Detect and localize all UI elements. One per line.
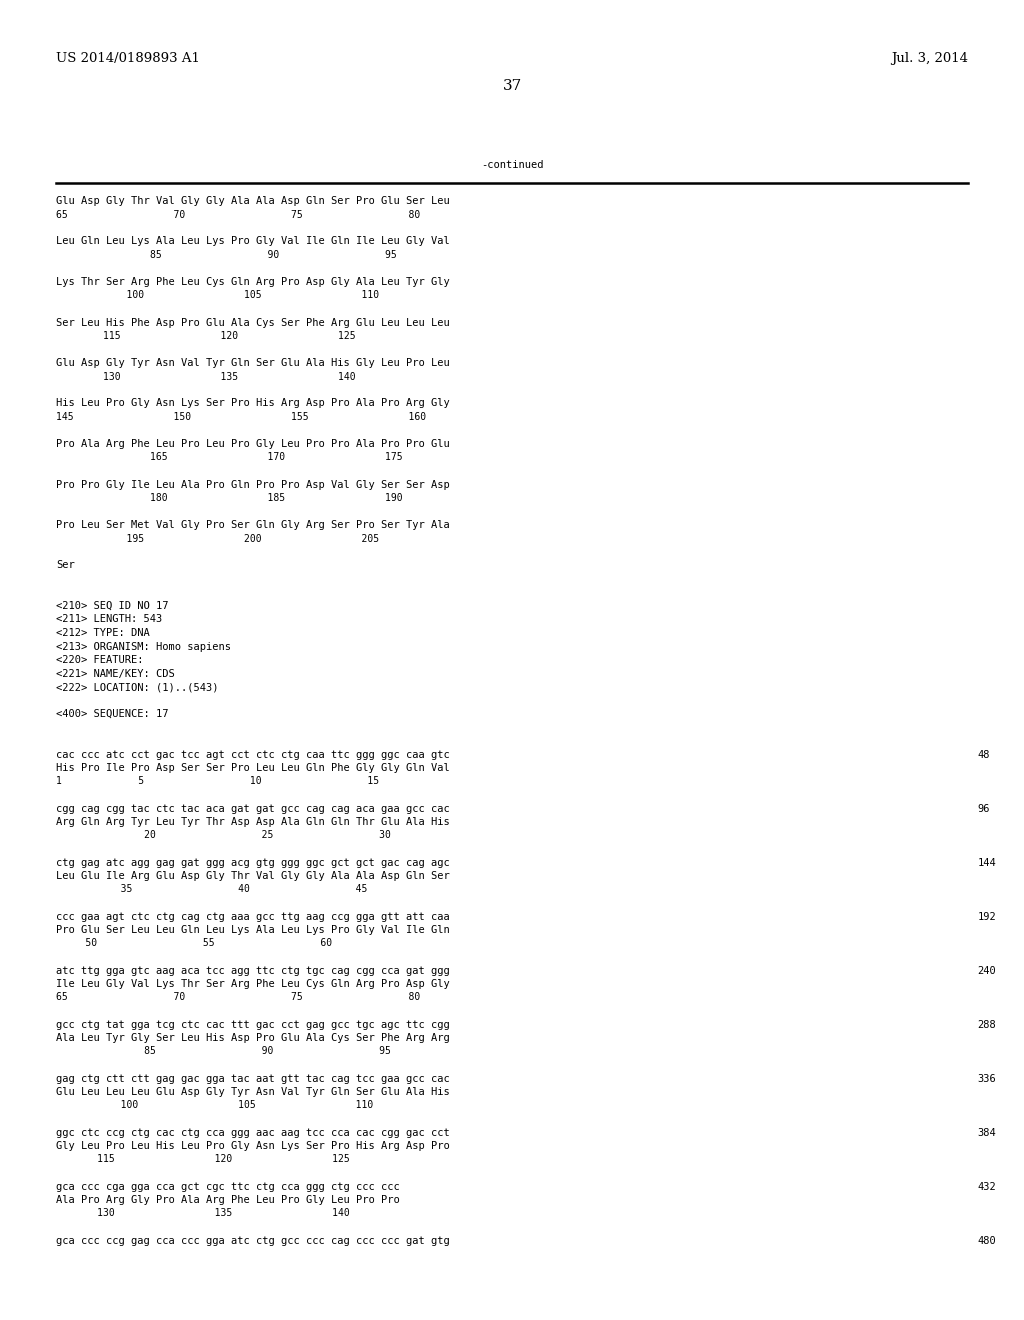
Text: Ala Leu Tyr Gly Ser Leu His Asp Pro Glu Ala Cys Ser Phe Arg Arg: Ala Leu Tyr Gly Ser Leu His Asp Pro Glu …: [56, 1034, 451, 1043]
Text: Lys Thr Ser Arg Phe Leu Cys Gln Arg Pro Asp Gly Ala Leu Tyr Gly: Lys Thr Ser Arg Phe Leu Cys Gln Arg Pro …: [56, 277, 451, 286]
Text: 130                 135                 140: 130 135 140: [56, 1209, 350, 1218]
Text: 288: 288: [978, 1019, 996, 1030]
Text: atc ttg gga gtc aag aca tcc agg ttc ctg tgc cag cgg cca gat ggg: atc ttg gga gtc aag aca tcc agg ttc ctg …: [56, 965, 451, 975]
Text: 195                 200                 205: 195 200 205: [56, 533, 380, 544]
Text: Pro Pro Gly Ile Leu Ala Pro Gln Pro Pro Asp Val Gly Ser Ser Asp: Pro Pro Gly Ile Leu Ala Pro Gln Pro Pro …: [56, 479, 451, 490]
Text: <220> FEATURE:: <220> FEATURE:: [56, 655, 143, 665]
Text: His Pro Ile Pro Asp Ser Ser Pro Leu Leu Gln Phe Gly Gly Gln Val: His Pro Ile Pro Asp Ser Ser Pro Leu Leu …: [56, 763, 451, 774]
Text: 65                  70                  75                  80: 65 70 75 80: [56, 993, 421, 1002]
Text: ctg gag atc agg gag gat ggg acg gtg ggg ggc gct gct gac cag agc: ctg gag atc agg gag gat ggg acg gtg ggg …: [56, 858, 451, 867]
Text: gag ctg ctt ctt gag gac gga tac aat gtt tac cag tcc gaa gcc cac: gag ctg ctt ctt gag gac gga tac aat gtt …: [56, 1073, 451, 1084]
Text: Gly Leu Pro Leu His Leu Pro Gly Asn Lys Ser Pro His Arg Asp Pro: Gly Leu Pro Leu His Leu Pro Gly Asn Lys …: [56, 1140, 451, 1151]
Text: gca ccc ccg gag cca ccc gga atc ctg gcc ccc cag ccc ccc gat gtg: gca ccc ccg gag cca ccc gga atc ctg gcc …: [56, 1236, 451, 1246]
Text: 85                  90                  95: 85 90 95: [56, 249, 397, 260]
Text: 50                  55                  60: 50 55 60: [56, 939, 333, 949]
Text: 1             5                  10                  15: 1 5 10 15: [56, 776, 380, 787]
Text: 336: 336: [978, 1073, 996, 1084]
Text: US 2014/0189893 A1: US 2014/0189893 A1: [56, 51, 201, 65]
Text: Arg Gln Arg Tyr Leu Tyr Thr Asp Asp Ala Gln Gln Thr Glu Ala His: Arg Gln Arg Tyr Leu Tyr Thr Asp Asp Ala …: [56, 817, 451, 828]
Text: Pro Leu Ser Met Val Gly Pro Ser Gln Gly Arg Ser Pro Ser Tyr Ala: Pro Leu Ser Met Val Gly Pro Ser Gln Gly …: [56, 520, 451, 531]
Text: Jul. 3, 2014: Jul. 3, 2014: [891, 51, 968, 65]
Text: <212> TYPE: DNA: <212> TYPE: DNA: [56, 628, 151, 638]
Text: <222> LOCATION: (1)..(543): <222> LOCATION: (1)..(543): [56, 682, 219, 692]
Text: 480: 480: [978, 1236, 996, 1246]
Text: 35                  40                  45: 35 40 45: [56, 884, 368, 895]
Text: -continued: -continued: [480, 160, 544, 170]
Text: 432: 432: [978, 1181, 996, 1192]
Text: Ser Leu His Phe Asp Pro Glu Ala Cys Ser Phe Arg Glu Leu Leu Leu: Ser Leu His Phe Asp Pro Glu Ala Cys Ser …: [56, 318, 451, 327]
Text: Ser: Ser: [56, 561, 75, 570]
Text: 180                 185                 190: 180 185 190: [56, 492, 403, 503]
Text: cac ccc atc cct gac tcc agt cct ctc ctg caa ttc ggg ggc caa gtc: cac ccc atc cct gac tcc agt cct ctc ctg …: [56, 750, 451, 759]
Text: 85                  90                  95: 85 90 95: [56, 1047, 391, 1056]
Text: Glu Asp Gly Thr Val Gly Gly Ala Ala Asp Gln Ser Pro Glu Ser Leu: Glu Asp Gly Thr Val Gly Gly Ala Ala Asp …: [56, 195, 451, 206]
Text: ccc gaa agt ctc ctg cag ctg aaa gcc ttg aag ccg gga gtt att caa: ccc gaa agt ctc ctg cag ctg aaa gcc ttg …: [56, 912, 451, 921]
Text: <221> NAME/KEY: CDS: <221> NAME/KEY: CDS: [56, 668, 175, 678]
Text: 20                  25                  30: 20 25 30: [56, 830, 391, 841]
Text: 100                 105                 110: 100 105 110: [56, 1101, 374, 1110]
Text: Pro Ala Arg Phe Leu Pro Leu Pro Gly Leu Pro Pro Ala Pro Pro Glu: Pro Ala Arg Phe Leu Pro Leu Pro Gly Leu …: [56, 440, 451, 449]
Text: 240: 240: [978, 965, 996, 975]
Text: cgg cag cgg tac ctc tac aca gat gat gcc cag cag aca gaa gcc cac: cgg cag cgg tac ctc tac aca gat gat gcc …: [56, 804, 451, 813]
Text: 165                 170                 175: 165 170 175: [56, 453, 403, 462]
Text: 115                 120                 125: 115 120 125: [56, 331, 356, 341]
Text: <400> SEQUENCE: 17: <400> SEQUENCE: 17: [56, 709, 169, 719]
Text: 115                 120                 125: 115 120 125: [56, 1155, 350, 1164]
Text: <211> LENGTH: 543: <211> LENGTH: 543: [56, 615, 163, 624]
Text: 65                  70                  75                  80: 65 70 75 80: [56, 210, 421, 219]
Text: 384: 384: [978, 1127, 996, 1138]
Text: 48: 48: [978, 750, 990, 759]
Text: <210> SEQ ID NO 17: <210> SEQ ID NO 17: [56, 601, 169, 611]
Text: 145                 150                 155                 160: 145 150 155 160: [56, 412, 426, 422]
Text: Glu Asp Gly Tyr Asn Val Tyr Gln Ser Glu Ala His Gly Leu Pro Leu: Glu Asp Gly Tyr Asn Val Tyr Gln Ser Glu …: [56, 358, 451, 368]
Text: gcc ctg tat gga tcg ctc cac ttt gac cct gag gcc tgc agc ttc cgg: gcc ctg tat gga tcg ctc cac ttt gac cct …: [56, 1019, 451, 1030]
Text: Leu Glu Ile Arg Glu Asp Gly Thr Val Gly Gly Ala Ala Asp Gln Ser: Leu Glu Ile Arg Glu Asp Gly Thr Val Gly …: [56, 871, 451, 880]
Text: Pro Glu Ser Leu Leu Gln Leu Lys Ala Leu Lys Pro Gly Val Ile Gln: Pro Glu Ser Leu Leu Gln Leu Lys Ala Leu …: [56, 925, 451, 935]
Text: His Leu Pro Gly Asn Lys Ser Pro His Arg Asp Pro Ala Pro Arg Gly: His Leu Pro Gly Asn Lys Ser Pro His Arg …: [56, 399, 451, 408]
Text: Ile Leu Gly Val Lys Thr Ser Arg Phe Leu Cys Gln Arg Pro Asp Gly: Ile Leu Gly Val Lys Thr Ser Arg Phe Leu …: [56, 979, 451, 989]
Text: ggc ctc ccg ctg cac ctg cca ggg aac aag tcc cca cac cgg gac cct: ggc ctc ccg ctg cac ctg cca ggg aac aag …: [56, 1127, 451, 1138]
Text: 192: 192: [978, 912, 996, 921]
Text: 100                 105                 110: 100 105 110: [56, 290, 380, 301]
Text: 130                 135                 140: 130 135 140: [56, 371, 356, 381]
Text: Leu Gln Leu Lys Ala Leu Lys Pro Gly Val Ile Gln Ile Leu Gly Val: Leu Gln Leu Lys Ala Leu Lys Pro Gly Val …: [56, 236, 451, 247]
Text: 144: 144: [978, 858, 996, 867]
Text: <213> ORGANISM: Homo sapiens: <213> ORGANISM: Homo sapiens: [56, 642, 231, 652]
Text: Ala Pro Arg Gly Pro Ala Arg Phe Leu Pro Gly Leu Pro Pro: Ala Pro Arg Gly Pro Ala Arg Phe Leu Pro …: [56, 1195, 400, 1205]
Text: gca ccc cga gga cca gct cgc ttc ctg cca ggg ctg ccc ccc: gca ccc cga gga cca gct cgc ttc ctg cca …: [56, 1181, 400, 1192]
Text: Glu Leu Leu Leu Glu Asp Gly Tyr Asn Val Tyr Gln Ser Glu Ala His: Glu Leu Leu Leu Glu Asp Gly Tyr Asn Val …: [56, 1086, 451, 1097]
Text: 37: 37: [503, 79, 521, 92]
Text: 96: 96: [978, 804, 990, 813]
